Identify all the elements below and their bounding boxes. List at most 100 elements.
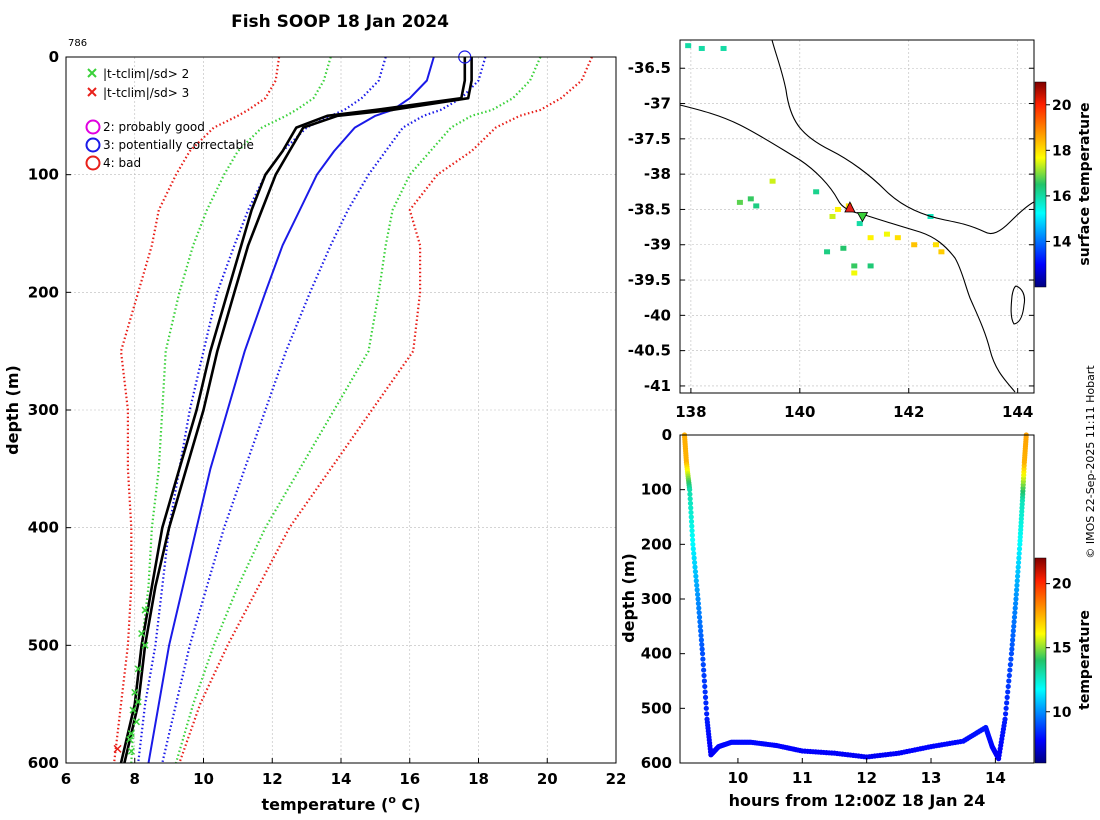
series-profile-up xyxy=(123,57,473,764)
flag-2sd-point xyxy=(127,730,135,738)
x-tick-label: 22 xyxy=(606,770,627,788)
map-x-tick-label: 138 xyxy=(675,403,706,421)
track-point xyxy=(1004,694,1010,701)
track-point xyxy=(1013,600,1019,607)
coastline-gulf xyxy=(679,104,1016,393)
track-point xyxy=(1015,569,1021,575)
sst-pixel xyxy=(769,178,776,184)
track-point xyxy=(700,662,706,668)
track-point xyxy=(701,667,707,673)
map-sst-pixels xyxy=(685,43,945,276)
sst-pixel xyxy=(736,199,743,205)
x-tick-label: 10 xyxy=(193,770,214,788)
timedepth-panel: 10 11 12 13 14 0 100 200 300 400 500 600 hours from… xyxy=(619,426,1093,810)
track-point xyxy=(697,619,703,625)
sst-pixel xyxy=(840,245,847,251)
timedepth-ticks: 10 11 12 13 14 0 100 200 300 400 500 600 xyxy=(641,426,1006,787)
flag-2sd-point xyxy=(126,735,134,743)
track-point xyxy=(702,683,708,690)
track-point xyxy=(692,564,698,570)
map-x-tick-label: 140 xyxy=(784,403,815,421)
track-point xyxy=(695,600,701,607)
map-ticks: 138 140 142 144 -36.5 -37 -37.5 -38 -38.5 -39 -39.… xyxy=(628,59,1034,421)
sst-pixel xyxy=(856,221,863,227)
map-y-tick-label: -40 xyxy=(644,306,671,324)
track-point xyxy=(1014,587,1020,593)
track-point xyxy=(1012,610,1018,616)
track-point xyxy=(1016,555,1022,561)
timedepth-colorbar-tick-label: 15 xyxy=(1052,641,1071,657)
legend-flag-3sd: |t-tclim|/sd> 3 xyxy=(87,86,189,100)
y-tick-label: 600 xyxy=(28,754,59,772)
x-tick-label: 8 xyxy=(130,770,140,788)
track-point xyxy=(1013,596,1019,602)
timedepth-y-tick-label: 600 xyxy=(641,754,672,772)
legend-flag-2sd: |t-tclim|/sd> 2 xyxy=(87,67,189,81)
y-tick-label: 400 xyxy=(28,519,59,537)
legend-qc4-label: 4: bad xyxy=(103,156,141,170)
map-y-tick-label: -38 xyxy=(644,165,671,183)
timedepth-y-tick-label: 300 xyxy=(641,590,672,608)
track-point xyxy=(687,500,694,506)
y-tick-label: 200 xyxy=(28,283,59,301)
sst-pixel xyxy=(747,196,754,202)
track-point xyxy=(700,656,706,662)
series-clim+2sd xyxy=(174,56,542,764)
track-point xyxy=(1007,667,1013,673)
map-y-tick-label: -38.5 xyxy=(628,200,671,218)
map-y-tick-label: -41 xyxy=(644,377,671,395)
track-point xyxy=(1010,628,1016,634)
coastline xyxy=(679,39,1035,393)
map-colorbar-tick-label: 16 xyxy=(1052,189,1071,205)
track-point xyxy=(1002,711,1009,717)
map-y-tick-label: -39 xyxy=(644,236,671,254)
legend: |t-tclim|/sd> 2 |t-tclim|/sd> 3 2: proba… xyxy=(85,67,254,171)
sst-pixel xyxy=(911,242,918,248)
sst-pixel xyxy=(894,235,901,241)
legend-qc3-label: 3: potentially correctable xyxy=(103,138,254,152)
map-grid xyxy=(680,40,1034,393)
y-tick-label: 300 xyxy=(28,401,59,419)
track-point xyxy=(1005,683,1011,690)
track-point xyxy=(1010,632,1016,639)
sst-pixel xyxy=(834,206,841,212)
track-point xyxy=(688,505,694,511)
track-point xyxy=(1006,672,1012,679)
map-colorbar-ticks: 14 16 18 20 xyxy=(1046,98,1072,250)
track-point xyxy=(694,587,700,593)
track-point xyxy=(1011,619,1017,625)
track-point xyxy=(698,628,704,634)
track-point xyxy=(697,623,703,629)
map-plot-area xyxy=(680,40,1034,393)
flag-2sd-point xyxy=(131,688,139,696)
flag-2sd-point xyxy=(129,706,137,714)
end-marker xyxy=(856,212,869,223)
timedepth-x-label: hours from 12:00Z 18 Jan 24 xyxy=(729,791,986,810)
start-marker xyxy=(844,201,856,213)
flag-2sd-point xyxy=(138,630,146,638)
legend-flag-3sd-label: |t-tclim|/sd> 3 xyxy=(103,86,189,100)
track-point xyxy=(688,514,694,520)
coastline-island xyxy=(1010,285,1026,325)
track-point xyxy=(1009,646,1015,652)
track-point xyxy=(688,509,694,516)
track-point xyxy=(1014,573,1021,579)
timedepth-y-tick-label: 100 xyxy=(641,481,672,499)
track-point xyxy=(1004,700,1010,706)
track-point xyxy=(699,641,705,648)
track-point xyxy=(1003,705,1009,711)
x-tick-label: 18 xyxy=(468,770,489,788)
series-clim-3sd xyxy=(113,56,281,764)
series-clim+3sd xyxy=(178,56,593,764)
track-point xyxy=(687,496,693,502)
timedepth-x-tick-label: 14 xyxy=(985,769,1006,787)
timedepth-colorbar xyxy=(1034,557,1047,764)
track-point xyxy=(698,637,705,643)
sst-pixel xyxy=(698,45,705,51)
sst-pixel xyxy=(867,235,874,241)
coastline-main xyxy=(771,39,1035,235)
sst-pixel xyxy=(938,249,945,255)
flag-2sd-point xyxy=(132,718,140,726)
track-point xyxy=(1009,641,1015,648)
